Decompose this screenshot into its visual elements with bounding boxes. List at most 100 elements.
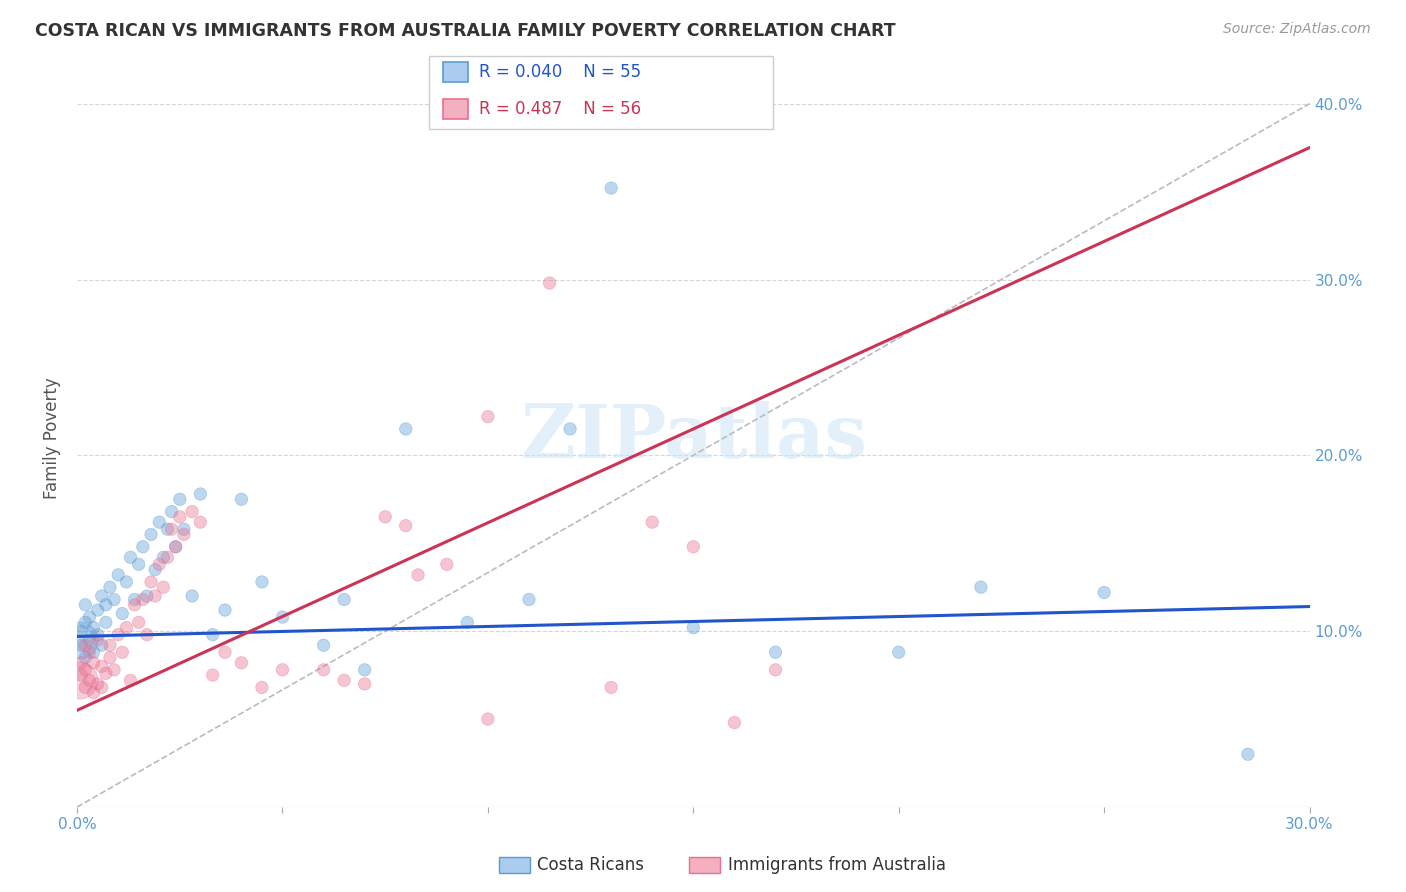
Point [723,715,745,730]
Point [406,568,429,582]
Point [90,681,112,695]
Point [111,607,134,621]
Point [148,558,170,572]
Point [98,580,121,594]
Point [156,550,179,565]
Point [641,515,664,529]
Point [75,598,97,612]
Point [353,663,375,677]
Point [188,515,211,529]
Point [173,522,195,536]
Point [98,650,121,665]
Point [353,677,375,691]
Point [1237,747,1260,762]
Point [136,628,159,642]
Point [128,558,150,572]
Point [79,632,101,647]
Point [132,592,155,607]
Point [107,628,129,642]
Point [86,632,108,647]
Point [75,615,97,630]
Text: Costa Ricans: Costa Ricans [537,856,644,874]
Point [173,527,195,541]
Point [333,592,356,607]
Point [86,603,108,617]
Point [79,673,101,688]
Point [765,663,787,677]
Point [139,527,162,541]
Point [887,645,910,659]
Point [1092,585,1115,599]
Point [75,681,97,695]
Text: Source: ZipAtlas.com: Source: ZipAtlas.com [1223,22,1371,37]
Point [477,409,499,424]
Point [600,681,623,695]
Point [156,522,179,536]
Point [682,621,704,635]
Point [538,276,561,290]
Point [201,628,224,642]
Point [83,645,105,659]
Y-axis label: Family Poverty: Family Poverty [44,377,60,499]
Point [94,615,117,630]
Point [90,659,112,673]
Point [395,518,418,533]
Point [250,681,273,695]
Point [94,598,117,612]
Point [436,558,458,572]
Text: COSTA RICAN VS IMMIGRANTS FROM AUSTRALIA FAMILY POVERTY CORRELATION CHART: COSTA RICAN VS IMMIGRANTS FROM AUSTRALIA… [35,22,896,40]
Point [181,589,204,603]
Point [107,568,129,582]
Point [70,668,93,682]
Point [120,673,142,688]
Point [83,686,105,700]
Point [517,592,540,607]
Point [231,492,253,507]
Point [115,574,138,589]
Point [188,487,211,501]
Point [765,645,787,659]
Point [111,645,134,659]
Point [124,592,146,607]
Point [477,712,499,726]
Point [75,650,97,665]
Point [600,181,623,195]
Point [70,656,93,670]
Text: Immigrants from Australia: Immigrants from Australia [728,856,946,874]
Point [103,663,125,677]
Point [86,677,108,691]
Point [456,615,478,630]
Point [79,610,101,624]
Point [312,638,335,652]
Point [70,624,93,639]
Point [160,505,183,519]
Point [79,645,101,659]
Point [214,603,236,617]
Point [165,540,187,554]
Point [165,540,187,554]
Point [333,673,356,688]
Point [139,574,162,589]
Point [143,563,166,577]
Point [169,509,191,524]
Point [75,638,97,652]
Point [250,574,273,589]
Point [83,656,105,670]
Point [90,638,112,652]
Point [86,628,108,642]
Point [143,589,166,603]
Point [152,550,174,565]
Text: R = 0.040    N = 55: R = 0.040 N = 55 [479,63,641,81]
Point [970,580,993,594]
Point [271,663,294,677]
Point [128,615,150,630]
Text: ZIPatlas: ZIPatlas [520,401,868,475]
Point [98,638,121,652]
Point [115,621,138,635]
Point [201,668,224,682]
Point [152,580,174,594]
Point [312,663,335,677]
Point [148,515,170,529]
Point [374,509,396,524]
Point [271,610,294,624]
